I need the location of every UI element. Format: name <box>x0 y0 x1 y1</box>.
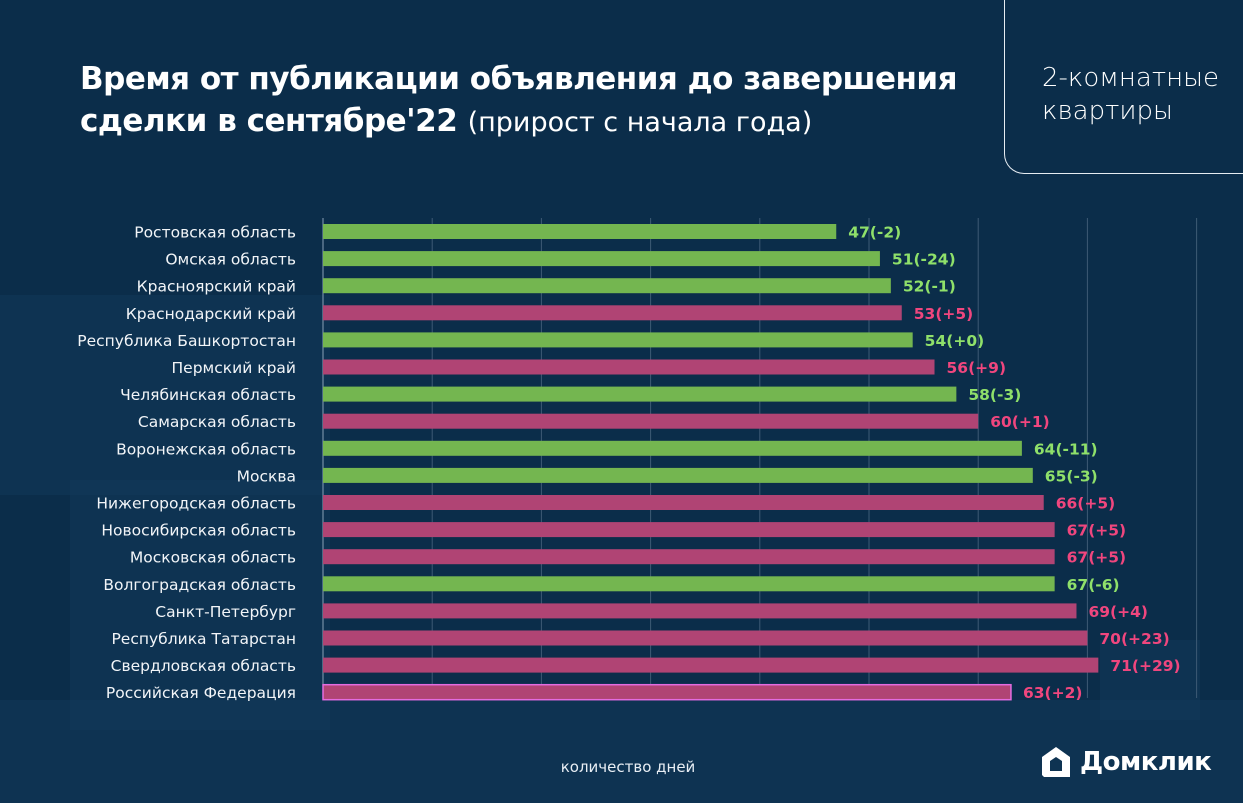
category-label-line2: квартиры <box>1042 96 1173 126</box>
category-label: Омская область <box>165 251 296 269</box>
value-label: 60(+1) <box>990 413 1050 431</box>
category-label: Воронежская область <box>116 440 296 458</box>
value-label: 53(+5) <box>914 305 974 323</box>
brand-name: Домклик <box>1080 747 1212 777</box>
category-label: Волгоградская область <box>103 576 296 594</box>
category-label: Москва <box>237 467 296 485</box>
bar-total <box>322 683 1012 701</box>
category-label: Российская Федерация <box>106 684 296 702</box>
category-label: Республика Татарстан <box>111 630 296 648</box>
value-label: 58(-3) <box>968 386 1021 404</box>
bar <box>323 603 1077 619</box>
bar <box>323 440 1022 456</box>
value-label: 67(-6) <box>1067 576 1120 594</box>
category-label: Новосибирская область <box>101 522 296 540</box>
chart-title: Время от публикации объявления до заверш… <box>80 58 1000 144</box>
bar <box>323 278 891 294</box>
value-label: 69(+4) <box>1088 603 1148 621</box>
bar <box>323 224 837 239</box>
category-label: Пермский край <box>172 359 296 377</box>
value-label: 65(-3) <box>1045 467 1098 485</box>
value-label: 67(+5) <box>1067 549 1127 567</box>
bar <box>323 657 1099 673</box>
x-axis-label: количество дней <box>560 758 696 776</box>
chart-title-main: Время от публикации объявления до заверш… <box>80 61 958 139</box>
value-label: 56(+9) <box>947 359 1007 377</box>
category-label: Республика Башкортостан <box>77 332 296 350</box>
background-decoration <box>70 480 330 730</box>
value-label: 47(-2) <box>848 224 901 242</box>
value-label: 63(+2) <box>1023 684 1083 702</box>
value-label: 52(-1) <box>903 278 956 296</box>
category-label: Нижегородская область <box>96 495 296 513</box>
value-label: 54(+0) <box>925 332 985 350</box>
bars <box>322 224 1099 701</box>
value-label: 67(+5) <box>1067 522 1127 540</box>
bar <box>323 359 935 375</box>
category-label: Красноярский край <box>137 278 296 296</box>
category-label: Ростовская область <box>134 224 296 242</box>
category-label: Самарская область <box>138 413 296 431</box>
category-frame <box>1004 0 1243 174</box>
category-label: Московская область <box>130 549 296 567</box>
bar <box>323 305 902 321</box>
background-decoration <box>0 700 1243 803</box>
value-label: 64(-11) <box>1034 440 1098 458</box>
bar <box>323 630 1088 646</box>
category-label: Санкт-Петербург <box>155 603 296 621</box>
bar <box>323 251 880 267</box>
bar <box>323 467 1033 483</box>
value-labels: 47(-2) 51(-24) 52(-1) 53(+5) 54(+0) 56(+9) 58(… <box>848 224 1180 703</box>
background-decoration <box>0 295 330 495</box>
bar <box>323 386 957 402</box>
category-label: Челябинская область <box>120 386 296 404</box>
category-label: Свердловская область <box>111 657 296 675</box>
value-label: 66(+5) <box>1056 495 1116 513</box>
category-label-line1: 2-комнатные <box>1042 63 1219 93</box>
value-label: 70(+23) <box>1099 630 1169 648</box>
category-labels: Ростовская область Омская область Краснояр… <box>77 224 296 703</box>
value-label: 51(-24) <box>892 251 956 269</box>
bar <box>323 495 1044 510</box>
category-label: 2-комнатные квартиры <box>1042 62 1242 128</box>
bar <box>323 576 1055 592</box>
chart-title-subtitle: (прирост с начала года) <box>467 107 813 138</box>
value-label: 71(+29) <box>1110 657 1180 675</box>
bar <box>323 332 913 348</box>
bar <box>323 522 1055 538</box>
category-label: Краснодарский край <box>126 305 296 323</box>
bar <box>323 413 979 429</box>
bar <box>323 549 1055 565</box>
brand-logo: Домклик <box>1040 745 1212 779</box>
background-decoration <box>1100 640 1200 720</box>
house-icon <box>1042 747 1070 777</box>
